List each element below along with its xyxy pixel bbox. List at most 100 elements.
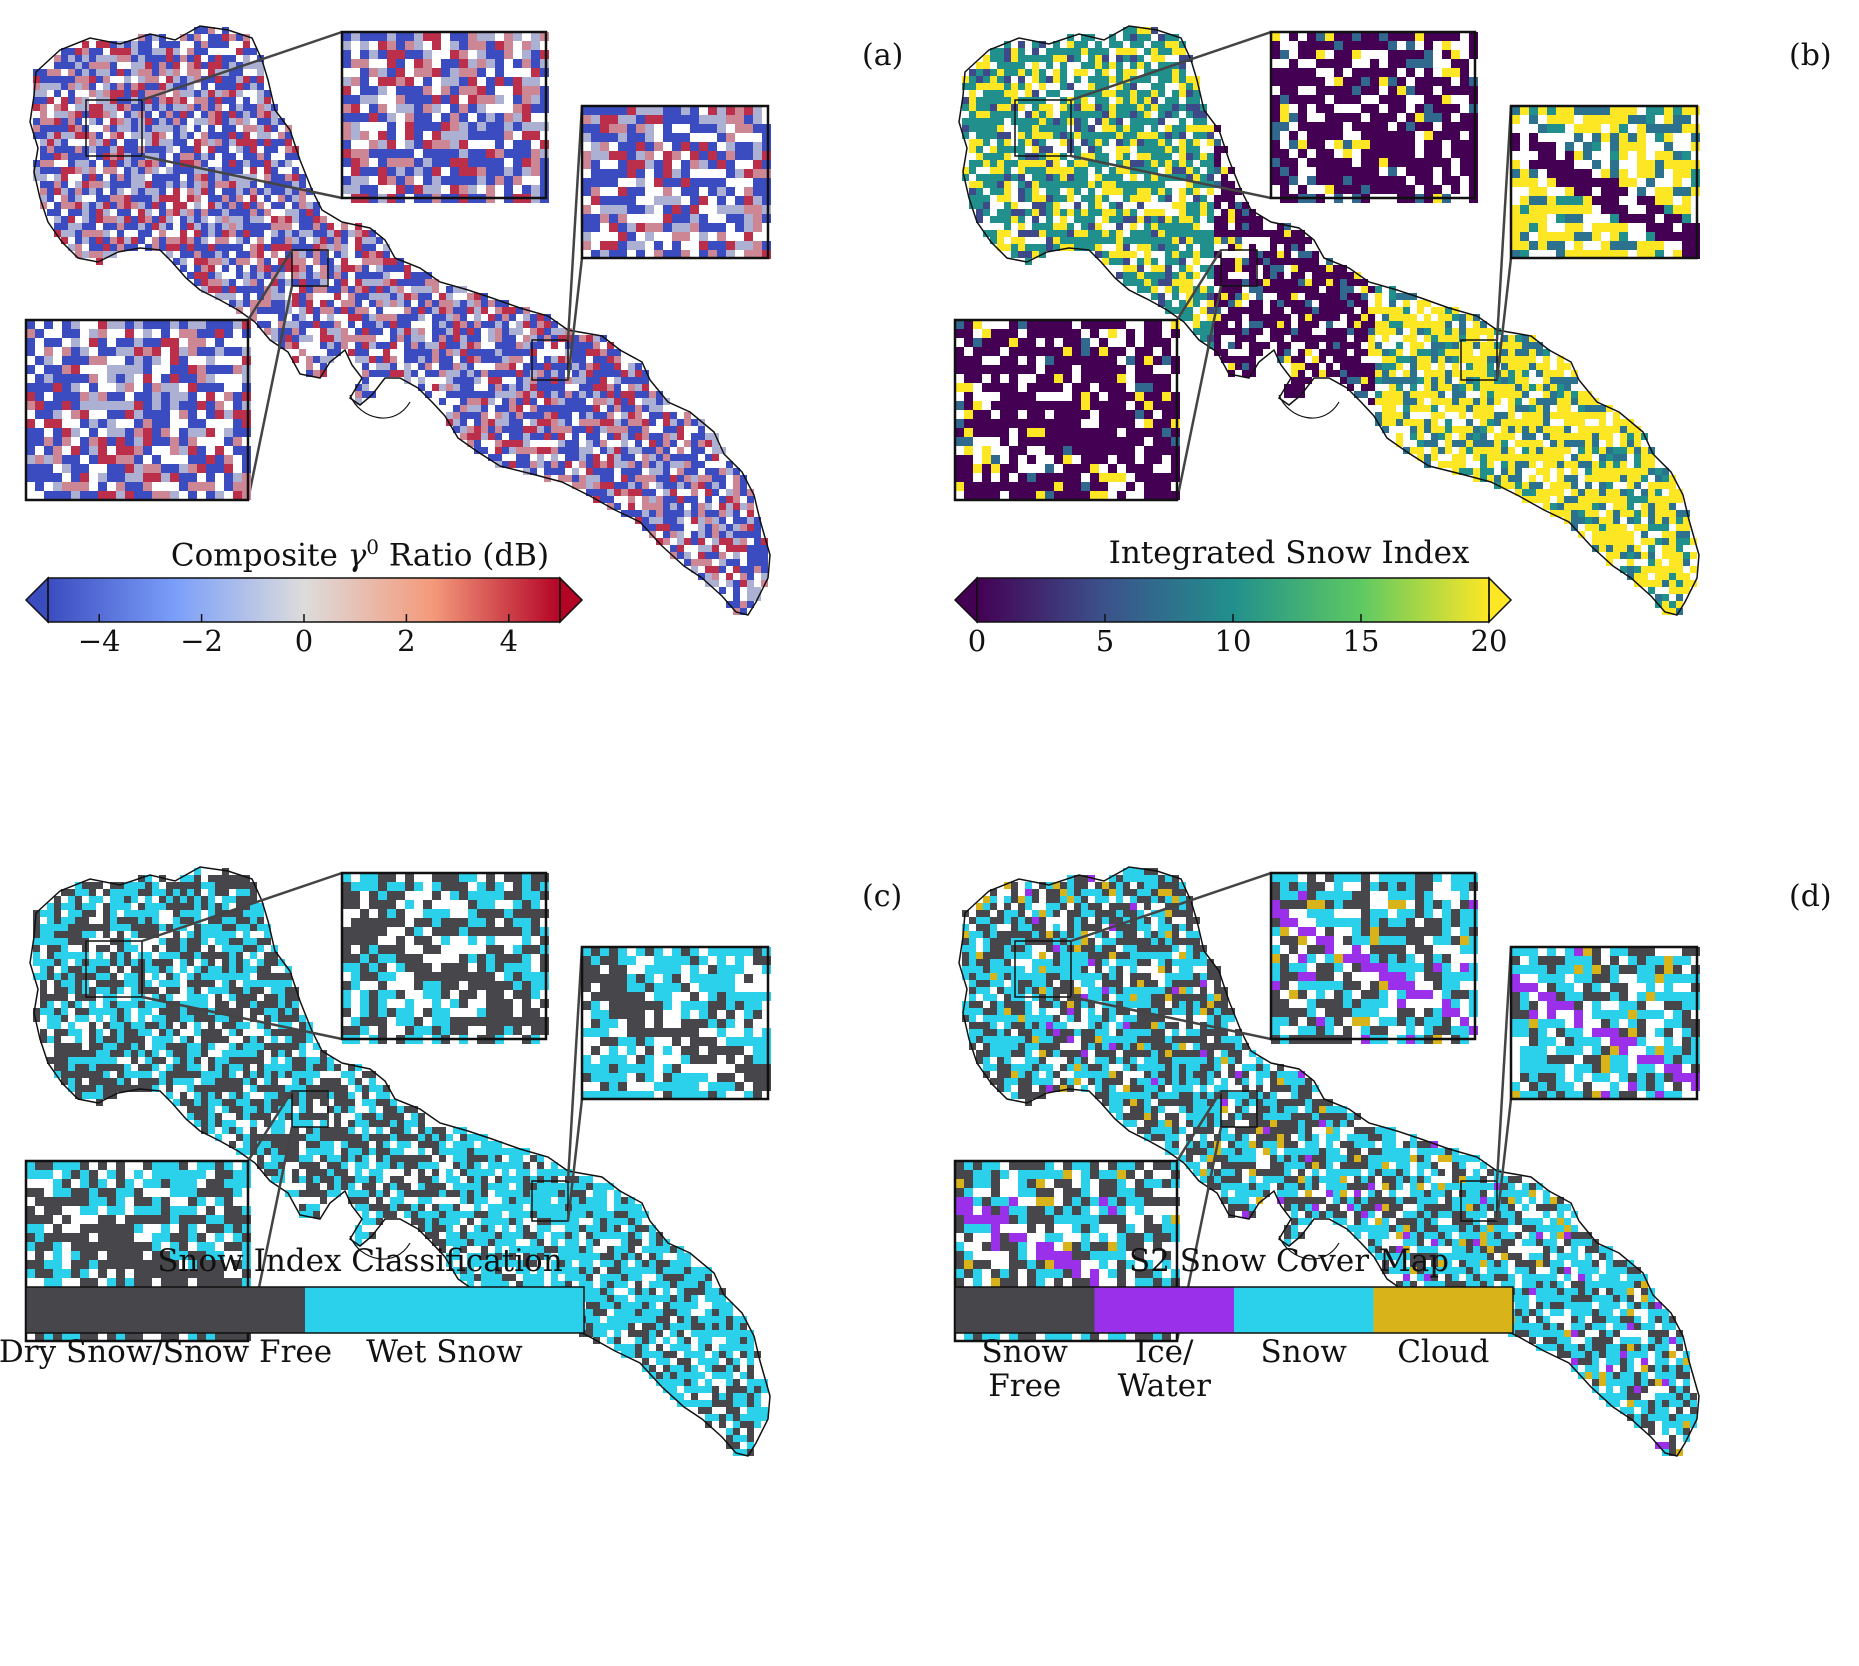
colorbar-tick-label: −2 [180, 624, 223, 658]
zoom-inset [580, 104, 771, 260]
legend-class-label: Dry Snow/Snow Free [0, 1334, 333, 1370]
panel-c: (c) Snow Index Classification Dry Snow/S… [0, 833, 929, 1666]
zoom-connector [141, 154, 343, 200]
zoom-connector [1070, 871, 1272, 943]
legend-swatch [26, 1287, 305, 1333]
sub-basin-boundary [349, 394, 411, 419]
legend-class-label: Wet Snow [366, 1334, 523, 1370]
zoom-connector [566, 1098, 584, 1222]
legend-class-label: Cloud [1397, 1334, 1490, 1370]
zoom-inset [953, 318, 1180, 502]
sub-basin-boundary [1278, 1235, 1340, 1260]
map-d [953, 866, 1700, 1457]
zoom-connector [1070, 30, 1272, 102]
colorbar-tick-label: 10 [1214, 624, 1252, 658]
zoom-connector [1070, 995, 1272, 1041]
colorbar-extend-high [559, 576, 584, 624]
panel-label-a: (a) [862, 38, 904, 73]
zoom-source-box [291, 249, 329, 287]
colorbar-title-a-post: Ratio (dB) [378, 537, 550, 574]
colorbar-tick-label: 5 [1095, 624, 1115, 658]
zoom-connector [141, 30, 343, 102]
colorbar-extend-low [953, 576, 978, 624]
map-a [24, 25, 771, 624]
gamma-symbol: γ [347, 537, 367, 574]
colorbar-title-a: Composite γ0 Ratio (dB) [30, 535, 690, 573]
zoom-source-box [1014, 940, 1072, 998]
zoom-connector [1495, 105, 1513, 341]
zoom-source-box [1460, 339, 1498, 381]
catchment-raster [962, 868, 1697, 1456]
sub-basin-boundary [349, 1235, 411, 1260]
class-legend [25, 1286, 585, 1334]
colorbar-title-b: Integrated Snow Index [1108, 535, 1470, 571]
colorbar-title-a-pre: Composite [170, 537, 348, 574]
zoom-connector [141, 995, 343, 1041]
zoom-connector [1175, 285, 1223, 501]
zoom-source-box [1220, 1090, 1258, 1128]
legend-swatch [305, 1287, 584, 1333]
zoom-connector [1495, 1098, 1513, 1222]
catchment-outline [29, 25, 771, 616]
legend-class-label: Snow Free [981, 1334, 1068, 1404]
sub-basin-boundary [1278, 394, 1340, 419]
zoom-connector [1495, 257, 1513, 381]
zoom-source-box [291, 1090, 329, 1128]
zoom-source-box [531, 339, 569, 381]
zoom-connector [141, 871, 343, 943]
class-legend [954, 1286, 1514, 1334]
legend-title-d: S2 Snow Cover Map [1128, 1243, 1450, 1279]
zoom-inset [340, 30, 549, 203]
panel-a: (a) Composite γ0 Ratio (dB) −4 −2 0 2 4 [0, 0, 929, 833]
zoom-connector [246, 285, 294, 501]
colorbar-tick-label: 20 [1470, 624, 1508, 658]
catchment-outline [958, 25, 1700, 616]
zoom-source-box [85, 99, 143, 157]
zoom-inset [1509, 945, 1700, 1101]
panel-label-c: (c) [862, 879, 903, 914]
zoom-connector [566, 105, 584, 341]
zoom-inset [1269, 871, 1478, 1044]
catchment-raster [33, 868, 768, 1456]
legend-swatch [1094, 1287, 1234, 1333]
panel-label-d: (d) [1789, 879, 1832, 914]
colorbar-extend-low [24, 576, 49, 624]
catchment-outline [958, 866, 1700, 1457]
legend-title-c: Snow Index Classification [157, 1243, 563, 1279]
legend-class-label: Ice/ Water [1117, 1334, 1211, 1404]
zoom-connector [246, 1090, 294, 1162]
panel-d: (d) S2 Snow Cover Map Snow Free Ice/ Wate… [929, 833, 1858, 1666]
map-b [953, 25, 1700, 624]
zoom-source-box [85, 940, 143, 998]
catchment-raster [962, 27, 1697, 615]
zoom-inset [580, 945, 771, 1101]
zoom-source-box [1014, 99, 1072, 157]
zoom-inset [340, 871, 549, 1044]
zoom-connector [1175, 249, 1223, 321]
legend-class-label: Snow [1260, 1334, 1347, 1370]
panel-label-b: (b) [1789, 38, 1832, 73]
colorbar-title-a-sup: 0 [366, 535, 379, 559]
zoom-inset [1269, 30, 1478, 203]
catchment-outline [29, 866, 771, 1457]
colorbar-tick-label: 0 [967, 624, 987, 658]
colorbar-tick-label: 2 [397, 624, 416, 658]
zoom-connector [246, 249, 294, 321]
colorbar-tick-label: 4 [499, 624, 519, 658]
zoom-connector [1495, 946, 1513, 1182]
zoom-source-box [1460, 1180, 1498, 1222]
zoom-source-box [1220, 249, 1258, 287]
colorbar-tick-label: 0 [294, 624, 314, 658]
zoom-connector [1175, 1090, 1223, 1162]
map-c [24, 866, 771, 1457]
legend-swatch [1234, 1287, 1374, 1333]
zoom-source-box [531, 1180, 569, 1222]
zoom-connector [566, 257, 584, 381]
zoom-inset [1509, 104, 1700, 260]
colorbar-tick-label: 15 [1342, 624, 1380, 658]
legend-swatch [955, 1287, 1095, 1333]
zoom-inset [24, 318, 251, 502]
colorbar-tick-label: −4 [77, 624, 121, 658]
zoom-connector [566, 946, 584, 1182]
legend-swatch [1373, 1287, 1513, 1333]
